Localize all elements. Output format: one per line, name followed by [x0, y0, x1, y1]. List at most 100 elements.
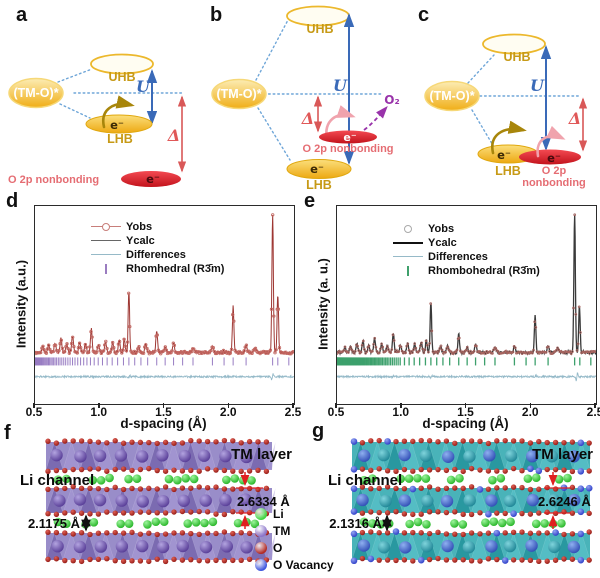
x-tick-label: 2.0 [521, 405, 539, 419]
x-tick-mark [98, 403, 100, 408]
x-tick-label: 2.5 [586, 405, 600, 419]
electron-transfer-arrow [101, 95, 135, 129]
o-vacancy-atom-swatch [255, 558, 267, 571]
panel-c-band-diagram: UHB (TM-O)* U Δ e⁻ e⁻ LHB O 2p nonbondin… [424, 33, 588, 189]
x-tick-mark [529, 403, 531, 408]
tmo-label: (TM-O)* [13, 86, 58, 100]
legend-entry: Yobs [91, 220, 224, 234]
legend-entry-label: Ycalc [126, 235, 155, 247]
y-axis-label: Intensity (a. u.) [315, 258, 331, 350]
hybrid-dotted-line-lower [257, 107, 291, 161]
lhb-label: LHB [495, 164, 521, 178]
panel-label-c: c [418, 4, 430, 26]
legend-entry-label: Yobs [428, 223, 455, 235]
panel-label-a: a [16, 4, 28, 26]
panel-label-d: d [6, 190, 19, 212]
panel-label-e: e [304, 190, 316, 212]
lhb-ellipse [286, 159, 352, 179]
tm-layer-label: TM layer [231, 446, 292, 463]
delta-label: Δ [568, 109, 581, 128]
legend-item-o-vacancy: O Vacancy [255, 556, 334, 573]
legend-entry: Differences [393, 250, 540, 264]
legend-entry: Yobs [393, 222, 540, 236]
panel-e-chart: Intensity (a. u.) Yobs Ycalc Differences Rh… [300, 196, 600, 436]
delta-label: Δ [301, 109, 314, 128]
o2p-nonbonding-label-line1: O 2p [542, 165, 567, 177]
oxygen-release-arrow [363, 105, 388, 131]
legend-item-tm: TM [255, 522, 334, 539]
x-tick-label: 2.0 [219, 405, 237, 419]
li-atom-swatch [255, 507, 267, 520]
atom-legend: Li TM O O Vacancy [255, 505, 334, 573]
o-atom-swatch [255, 541, 267, 554]
uhb-label: UHB [306, 22, 333, 36]
o2p-band-ellipse [319, 130, 377, 144]
crystal-structure-rendering [45, 437, 276, 565]
x-tick-mark [400, 403, 402, 408]
legend-label: Li [273, 506, 284, 521]
legend-entry-label: Differences [428, 251, 488, 263]
tmo-ellipse [424, 80, 480, 112]
uhb-ellipse [90, 53, 154, 75]
x-axis-label: d-spacing (Å) [422, 416, 509, 431]
x-tick-label: 1.0 [392, 405, 410, 419]
hybrid-dotted-line-upper [467, 54, 495, 84]
hybrid-dotted-line-lower [471, 109, 495, 148]
x-axis-label: d-spacing (Å) [120, 416, 207, 431]
o2p-electron-label: e⁻ [343, 131, 356, 144]
x-tick-label: 0.5 [25, 405, 43, 419]
y-axis-label: Intensity (a.u.) [13, 259, 29, 349]
electron-release-arrow [536, 125, 566, 158]
legend-entry: Ycalc [91, 234, 224, 248]
tmo-ellipse [211, 78, 267, 110]
o2p-band-ellipse [519, 149, 581, 165]
lhb-label: LHB [306, 178, 332, 192]
o2p-electron-label: e⁻ [547, 151, 561, 165]
tmo-ellipse [8, 77, 64, 109]
panel-d-chart: Intensity (a.u.) Yobs Ycalc Differences Rho… [0, 196, 301, 436]
slab-distance-label: 2.1316 Å [329, 516, 382, 531]
u-label: U [136, 77, 151, 96]
panel-label-f: f [4, 422, 11, 444]
o2-label: O₂ [384, 93, 399, 107]
lhb-electron-label: e⁻ [110, 118, 124, 132]
legend-entry: Differences [91, 248, 224, 262]
legend-entry-label: Yobs [126, 221, 153, 233]
legend-item-li: Li [255, 505, 334, 522]
diffraction-plot [335, 213, 597, 382]
uhb-label: UHB [108, 70, 135, 84]
o2p-nonbonding-label: O 2p nonbonding [302, 143, 393, 155]
interlayer-distance-label: 2.6334 Å [237, 494, 290, 509]
legend-entry-label: Rhomhedral (R3̄m) [126, 263, 225, 275]
interlayer-distance-label: 2.6246 Å [538, 494, 591, 509]
legend-label: TM [273, 523, 291, 538]
lhb-electron-label: e⁻ [497, 148, 511, 162]
x-tick-mark [33, 403, 35, 408]
x-tick-label: 1.5 [457, 405, 474, 419]
legend-entry-label: Ycalc [428, 237, 457, 249]
panel-label-b: b [210, 4, 223, 26]
lhb-label: LHB [107, 132, 133, 146]
delta-label: Δ [167, 126, 180, 145]
plot-frame: Yobs Ycalc Differences Rhomhedral (R3̄m) [33, 205, 295, 405]
plot-legend: Yobs Ycalc Differences Rhombohedral (R3̄m) [393, 222, 540, 278]
uhb-ellipse [482, 33, 546, 55]
x-tick-mark [227, 403, 229, 408]
li-channel-label: Li channel [20, 472, 94, 489]
hybrid-dotted-line-upper [57, 68, 93, 83]
legend-item-o: O [255, 539, 334, 556]
electron-transfer-arrow [491, 120, 527, 155]
panel-b-band-diagram: UHB (TM-O)* U Δ e⁻ O 2p nonbonding O₂ e⁻… [211, 5, 400, 192]
panel-f-structure: TM layer Li channel 2.6334 Å 2.1175 Å [20, 437, 292, 565]
crystal-structure-rendering [350, 437, 593, 565]
u-label: U [530, 76, 545, 95]
x-tick-mark [464, 403, 467, 408]
o2p-nonbonding-label: O 2p nonbonding [8, 174, 99, 186]
x-tick-mark [292, 403, 294, 408]
panel-label-g: g [312, 420, 325, 442]
legend-entry-label: Differences [126, 249, 186, 261]
plot-legend: Yobs Ycalc Differences Rhomhedral (R3̄m) [91, 220, 224, 276]
panel-g-structure: TM layer Li channel 2.6246 Å 2.1316 Å [328, 437, 593, 565]
legend-entry: Ycalc [393, 236, 540, 250]
